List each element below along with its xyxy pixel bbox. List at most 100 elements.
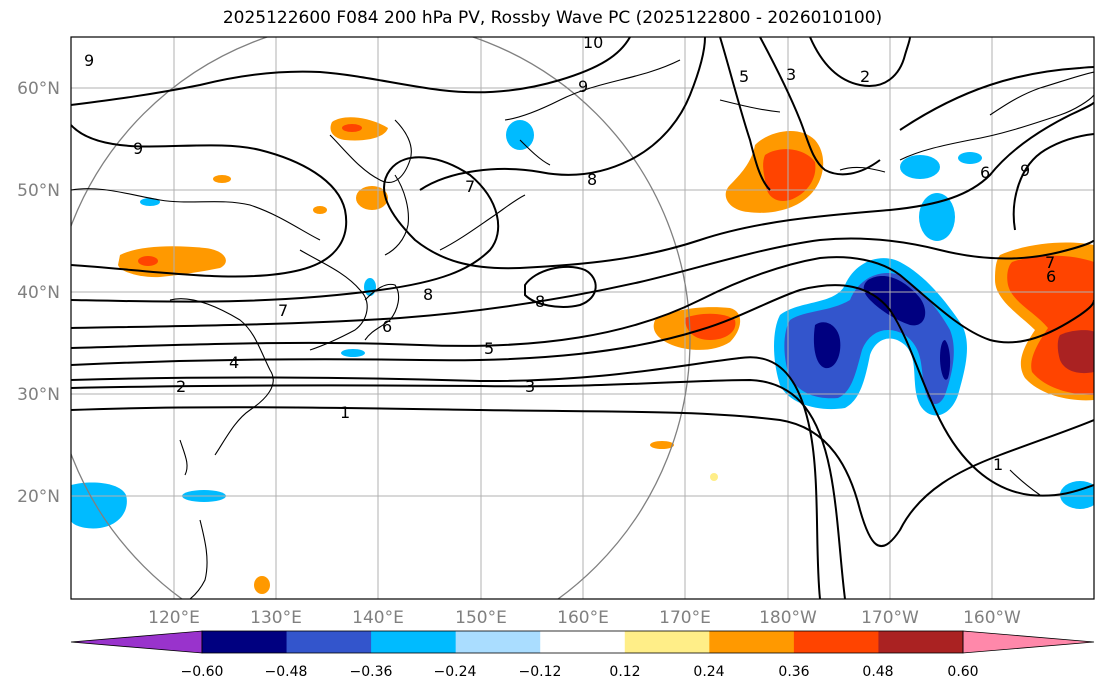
contour-label-4: 4 <box>229 353 239 372</box>
negative-anomaly-japan-sea <box>364 278 376 296</box>
contour-label-8b: 8 <box>535 292 545 311</box>
contour-9 <box>419 37 706 191</box>
positive-anomaly-bering-core <box>763 149 816 201</box>
pv-contours <box>71 37 1094 599</box>
contour-label-9b: 9 <box>133 139 143 158</box>
contour-8b <box>524 265 597 308</box>
contour-upper-e <box>1012 133 1094 231</box>
contour-label-5b: 5 <box>739 67 749 86</box>
negative-anomaly-ne <box>958 152 982 164</box>
contour-3 <box>71 356 821 599</box>
contour-5 <box>71 256 1094 349</box>
colorbar-swatch <box>540 631 626 653</box>
contour-label-1a: 1 <box>340 403 350 422</box>
colorbar-swatch <box>371 631 457 653</box>
negative-anomaly-japan-south <box>341 349 365 357</box>
lon-label-120e: 120°E <box>148 608 200 628</box>
lon-label-140e: 140°E <box>352 608 404 628</box>
contour-upper-c <box>809 37 911 87</box>
colorbar-label-1: −0.48 <box>265 664 308 680</box>
contour-label-1b: 1 <box>993 455 1003 474</box>
contour-7 <box>71 101 1094 303</box>
colorbar-label-7: 0.36 <box>778 664 809 680</box>
positive-anomaly-china <box>118 246 226 278</box>
positive-anomaly-small-north <box>213 175 231 183</box>
contour-label-7b: 7 <box>465 177 475 196</box>
colorbar-label-8: 0.48 <box>862 664 893 680</box>
lat-label-40n: 40°N <box>17 283 60 303</box>
latitude-labels: 60°N 50°N 40°N 30°N 20°N <box>17 79 60 507</box>
contour-8 <box>71 124 348 278</box>
colorbar-label-6: 0.24 <box>693 664 724 680</box>
contour-label-9a: 9 <box>84 51 94 70</box>
negative-anomaly-core-3 <box>940 340 951 380</box>
positive-anomaly-small-mid <box>313 206 327 214</box>
contour-label-2b: 2 <box>860 67 870 86</box>
anomaly-shading <box>71 117 1094 594</box>
colorbar-label-4: −0.12 <box>519 664 562 680</box>
negative-anomaly-aleutian <box>919 193 955 241</box>
lat-label-60n: 60°N <box>17 79 60 99</box>
colorbar-swatch <box>793 631 879 653</box>
colorbar-swatch <box>709 631 795 653</box>
colorbar-swatch <box>878 631 964 653</box>
contour-upper-d <box>899 66 1094 131</box>
negative-anomaly-sakhalin <box>506 120 534 150</box>
positive-anomaly-south <box>650 441 674 449</box>
positive-anomaly-gulf-alaska-max <box>1057 330 1094 374</box>
coastlines <box>71 59 1094 599</box>
contour-6 <box>71 237 1094 329</box>
colorbar-arrow-high <box>962 630 1095 654</box>
lon-label-170e: 170°E <box>659 608 711 628</box>
lat-label-20n: 20°N <box>17 487 60 507</box>
lat-label-30n: 30°N <box>17 385 60 405</box>
contour-label-5a: 5 <box>484 339 494 358</box>
contour-label-7c: 7 <box>1045 253 1055 272</box>
contour-label-6a: 6 <box>382 317 392 336</box>
contour-upper-b <box>759 37 881 176</box>
colorbar-label-0: −0.60 <box>181 664 224 680</box>
grid-lines <box>71 37 1094 599</box>
colorbar-label-2: −0.36 <box>350 664 393 680</box>
map-border <box>70 36 1095 600</box>
negative-anomaly-core-2 <box>813 322 841 369</box>
negative-anomaly-mongolia <box>140 198 160 206</box>
contour-label-6c: 6 <box>980 163 990 182</box>
lon-label-170w: 170°W <box>861 608 919 628</box>
negative-anomaly-core-1 <box>863 276 926 326</box>
colorbar-arrow-low <box>70 630 203 654</box>
lat-label-50n: 50°N <box>17 181 60 201</box>
contour-upper-a <box>719 37 771 191</box>
lon-label-160e: 160°E <box>557 608 609 628</box>
contour-4 <box>71 284 1094 497</box>
longitude-labels: 120°E 130°E 140°E 150°E 160°E 170°E 180°… <box>148 608 1021 628</box>
positive-anomaly-korea <box>356 186 388 210</box>
colorbar-label-5: 0.12 <box>609 664 640 680</box>
contour-label-9c: 9 <box>578 77 588 96</box>
lon-label-130e: 130°E <box>250 608 302 628</box>
colorbar-swatch <box>202 631 288 653</box>
contour-label-2a: 2 <box>176 377 186 396</box>
contour-label-3a: 3 <box>525 377 535 396</box>
contour-label-9d: 9 <box>1020 161 1030 180</box>
colorbar-border <box>201 630 964 654</box>
lon-label-150e: 150°E <box>455 608 507 628</box>
colorbar-label-9: 0.60 <box>947 664 978 680</box>
contour-2 <box>71 378 846 599</box>
contour-10 <box>71 37 631 106</box>
contour-label-group: 10 9 9 9 8 8 7 7 6 6 5 5 4 3 3 2 2 1 1 9… <box>84 37 1056 474</box>
colorbar-swatch <box>624 631 710 653</box>
colorbar-swatch <box>286 631 372 653</box>
negative-anomaly-north <box>900 155 940 179</box>
colorbar-label-3: −0.24 <box>434 664 477 680</box>
negative-anomaly-south-china-sea <box>71 482 127 529</box>
colorbar-swatch <box>455 631 541 653</box>
positive-anomaly-manchuria-core <box>342 124 362 132</box>
contour-label-8a: 8 <box>587 170 597 189</box>
colorbar <box>70 630 1095 654</box>
positive-anomaly-china-core <box>138 256 158 266</box>
lon-label-160w: 160°W <box>963 608 1021 628</box>
positive-anomaly-luzon <box>254 576 270 594</box>
lon-label-180w: 180°W <box>759 608 817 628</box>
